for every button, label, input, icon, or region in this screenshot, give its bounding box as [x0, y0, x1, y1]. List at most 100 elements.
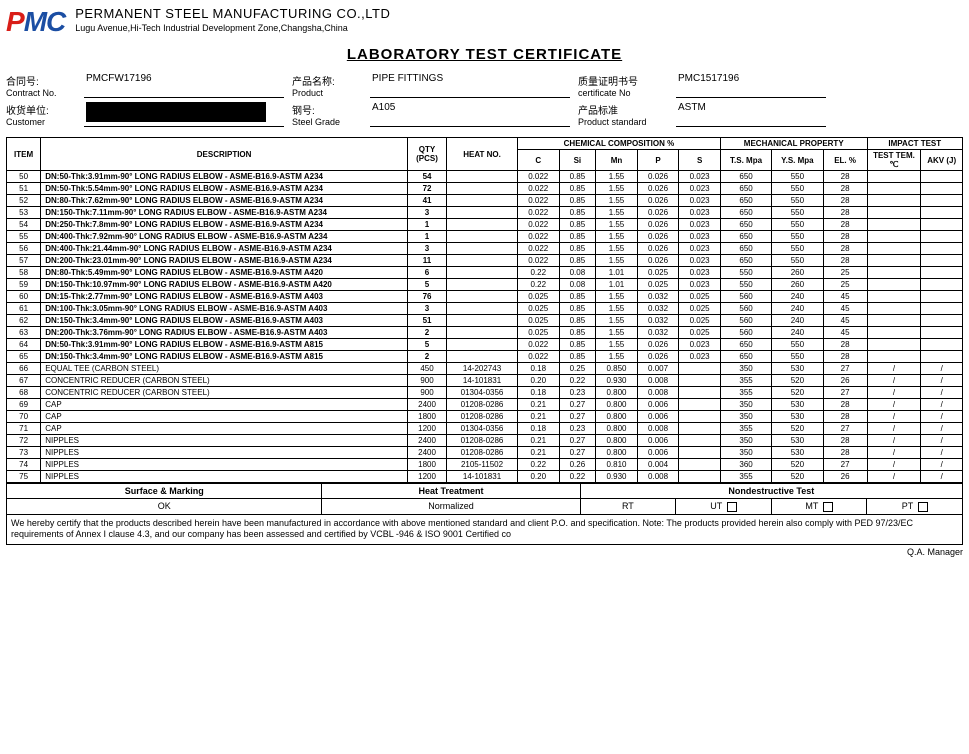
cell-p: 0.026	[637, 219, 679, 231]
cell-si: 0.08	[559, 279, 596, 291]
cell-tt	[867, 183, 921, 195]
cell-p: 0.006	[637, 435, 679, 447]
cell-tt	[867, 339, 921, 351]
cell-s	[679, 411, 721, 423]
cell-ts: 650	[720, 243, 771, 255]
cell-mn: 1.55	[596, 243, 638, 255]
cell-s: 0.023	[679, 339, 721, 351]
cell-p: 0.032	[637, 291, 679, 303]
cell-el: 28	[823, 351, 867, 363]
cell-tt	[867, 303, 921, 315]
cell-c: 0.022	[517, 255, 559, 267]
cell-ys: 550	[772, 351, 823, 363]
cell-qty: 450	[407, 363, 446, 375]
table-row: 63DN:200-Thk:3.76mm-90° LONG RADIUS ELBO…	[7, 327, 963, 339]
cell-el: 27	[823, 387, 867, 399]
cell-tt	[867, 219, 921, 231]
grade-label: 钢号: Steel Grade	[292, 102, 362, 127]
cell-si: 0.27	[559, 411, 596, 423]
cell-item: 67	[7, 375, 41, 387]
table-row: 53DN:150-Thk:7.11mm-90° LONG RADIUS ELBO…	[7, 207, 963, 219]
col-impact-group: IMPACT TEST	[867, 138, 962, 150]
cell-s	[679, 375, 721, 387]
cell-p: 0.026	[637, 183, 679, 195]
cell-c: 0.21	[517, 411, 559, 423]
cell-akv: /	[921, 363, 963, 375]
cell-p: 0.026	[637, 351, 679, 363]
table-row: 62DN:150-Thk:3.4mm-90° LONG RADIUS ELBOW…	[7, 315, 963, 327]
cell-si: 0.08	[559, 267, 596, 279]
cell-desc: DN:80-Thk:7.62mm-90° LONG RADIUS ELBOW -…	[41, 195, 408, 207]
cell-tt	[867, 315, 921, 327]
cell-c: 0.022	[517, 231, 559, 243]
cell-c: 0.022	[517, 183, 559, 195]
cell-ys: 520	[772, 459, 823, 471]
table-row: 52DN:80-Thk:7.62mm-90° LONG RADIUS ELBOW…	[7, 195, 963, 207]
cell-ts: 650	[720, 195, 771, 207]
customer-value	[84, 102, 284, 127]
cell-c: 0.022	[517, 351, 559, 363]
cell-si: 0.85	[559, 219, 596, 231]
table-row: 71CAP120001304-03560.180.230.8000.008355…	[7, 423, 963, 435]
cell-c: 0.21	[517, 447, 559, 459]
cell-c: 0.22	[517, 459, 559, 471]
cell-p: 0.025	[637, 279, 679, 291]
cell-el: 28	[823, 255, 867, 267]
cell-ys: 550	[772, 183, 823, 195]
cell-qty: 3	[407, 243, 446, 255]
cell-ys: 260	[772, 279, 823, 291]
cell-s: 0.025	[679, 303, 721, 315]
cell-p: 0.026	[637, 195, 679, 207]
cell-tt: /	[867, 411, 921, 423]
cell-tt	[867, 327, 921, 339]
cell-ts: 350	[720, 435, 771, 447]
cell-qty: 1200	[407, 423, 446, 435]
cell-ys: 260	[772, 267, 823, 279]
cell-tt	[867, 171, 921, 183]
cell-tt: /	[867, 375, 921, 387]
cell-mn: 1.01	[596, 279, 638, 291]
cell-heat: 01304-0356	[447, 387, 518, 399]
cell-s	[679, 399, 721, 411]
cell-ys: 520	[772, 471, 823, 483]
cell-desc: CONCENTRIC REDUCER (CARBON STEEL)	[41, 387, 408, 399]
cell-ts: 550	[720, 267, 771, 279]
cell-ys: 240	[772, 291, 823, 303]
cell-heat: 01208-0286	[447, 435, 518, 447]
cell-ts: 350	[720, 447, 771, 459]
cell-akv: /	[921, 387, 963, 399]
cell-mn: 1.55	[596, 219, 638, 231]
cell-p: 0.026	[637, 207, 679, 219]
cell-tt: /	[867, 387, 921, 399]
cell-mn: 0.850	[596, 363, 638, 375]
cell-s	[679, 471, 721, 483]
cell-el: 28	[823, 435, 867, 447]
cell-p: 0.006	[637, 447, 679, 459]
cell-ys: 520	[772, 423, 823, 435]
cell-p: 0.032	[637, 315, 679, 327]
cell-si: 0.25	[559, 363, 596, 375]
cell-si: 0.27	[559, 447, 596, 459]
cell-tt: /	[867, 459, 921, 471]
cell-qty: 900	[407, 387, 446, 399]
cell-heat: 14-101831	[447, 375, 518, 387]
col-s: S	[679, 150, 721, 171]
cell-ys: 550	[772, 219, 823, 231]
cell-mn: 1.55	[596, 339, 638, 351]
cell-qty: 6	[407, 267, 446, 279]
cert-label: 质量证明书号 certificate No	[578, 73, 668, 98]
cell-qty: 51	[407, 315, 446, 327]
cell-akv: /	[921, 423, 963, 435]
cell-item: 71	[7, 423, 41, 435]
cell-el: 28	[823, 231, 867, 243]
cell-akv	[921, 243, 963, 255]
cell-s: 0.023	[679, 255, 721, 267]
cell-qty: 900	[407, 375, 446, 387]
cell-si: 0.85	[559, 351, 596, 363]
cell-p: 0.008	[637, 423, 679, 435]
cell-qty: 72	[407, 183, 446, 195]
cell-akv	[921, 219, 963, 231]
cell-akv: /	[921, 435, 963, 447]
col-tt: TEST TEM. ℃	[867, 150, 921, 171]
surface-header: Surface & Marking	[7, 484, 322, 499]
